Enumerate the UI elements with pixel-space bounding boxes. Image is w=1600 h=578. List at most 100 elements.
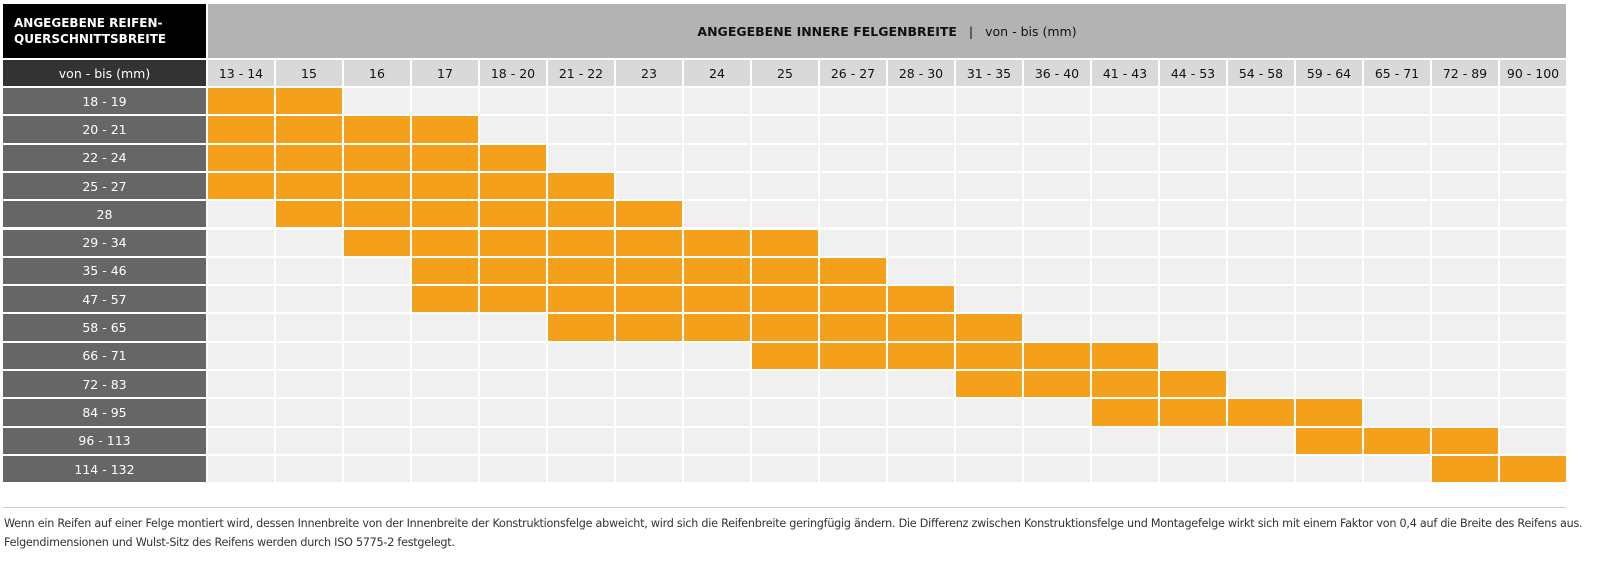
empty-cell — [1024, 399, 1090, 426]
empty-cell — [1228, 371, 1294, 398]
empty-cell — [684, 399, 750, 426]
fit-cell — [616, 286, 682, 313]
column-label: 21 - 22 — [548, 60, 614, 86]
column-label: 59 - 64 — [1296, 60, 1362, 86]
empty-cell — [1296, 201, 1362, 228]
empty-cell — [1364, 342, 1430, 369]
column-label: 23 — [616, 60, 682, 86]
empty-cell — [616, 342, 682, 369]
column-title: ANGEGEBENE INNERE FELGENBREITE — [697, 23, 957, 39]
column-label: 24 — [684, 60, 750, 86]
empty-cell — [208, 314, 274, 341]
empty-cell — [888, 371, 954, 398]
column-label: 31 - 35 — [956, 60, 1022, 86]
row-label: 66 - 71 — [3, 342, 206, 369]
empty-cell — [208, 399, 274, 426]
empty-cell — [208, 201, 274, 228]
fit-cell — [480, 286, 546, 313]
empty-cell — [1228, 144, 1294, 171]
empty-cell — [616, 427, 682, 454]
empty-cell — [1228, 201, 1294, 228]
empty-cell — [548, 342, 614, 369]
fit-cell — [820, 257, 886, 285]
empty-cell — [1228, 88, 1294, 115]
empty-cell — [956, 144, 1022, 171]
row-label: 47 - 57 — [3, 286, 206, 313]
empty-cell — [208, 257, 274, 285]
empty-cell — [1500, 229, 1566, 256]
empty-cell — [1092, 257, 1158, 285]
empty-cell — [616, 172, 682, 200]
fit-cell — [276, 116, 342, 143]
empty-cell — [1500, 172, 1566, 200]
empty-cell — [1432, 229, 1498, 256]
column-label: 44 - 53 — [1160, 60, 1226, 86]
footnote-line: Wenn ein Reifen auf einer Felge montiert… — [4, 517, 1583, 530]
fit-cell — [344, 201, 410, 228]
empty-cell — [684, 88, 750, 115]
empty-cell — [412, 399, 478, 426]
fit-cell — [548, 314, 614, 341]
corner-unit: von - bis (mm) — [3, 60, 206, 86]
empty-cell — [1160, 116, 1226, 143]
column-label: 41 - 43 — [1092, 60, 1158, 86]
fit-cell — [956, 342, 1022, 369]
empty-cell — [1228, 286, 1294, 313]
empty-cell — [276, 371, 342, 398]
empty-cell — [1296, 172, 1362, 200]
row-label: 84 - 95 — [3, 399, 206, 426]
empty-cell — [412, 314, 478, 341]
fit-cell — [684, 229, 750, 256]
empty-cell — [1092, 286, 1158, 313]
column-label: 54 - 58 — [1228, 60, 1294, 86]
empty-cell — [548, 144, 614, 171]
empty-cell — [1364, 172, 1430, 200]
fit-cell — [1160, 399, 1226, 426]
fit-cell — [1092, 371, 1158, 398]
fit-cell — [888, 314, 954, 341]
empty-cell — [1160, 88, 1226, 115]
empty-cell — [1160, 144, 1226, 171]
fit-cell — [412, 172, 478, 200]
fit-cell — [276, 88, 342, 115]
empty-cell — [1364, 371, 1430, 398]
fit-cell — [276, 144, 342, 171]
empty-cell — [1500, 399, 1566, 426]
empty-cell — [956, 172, 1022, 200]
empty-cell — [344, 371, 410, 398]
fit-cell — [276, 201, 342, 228]
empty-cell — [1500, 144, 1566, 171]
empty-cell — [1364, 201, 1430, 228]
row-label: 35 - 46 — [3, 257, 206, 285]
fit-cell — [684, 257, 750, 285]
fit-cell — [412, 286, 478, 313]
fit-cell — [344, 172, 410, 200]
empty-cell — [1024, 286, 1090, 313]
empty-cell — [1160, 172, 1226, 200]
fit-cell — [956, 314, 1022, 341]
empty-cell — [208, 455, 274, 483]
empty-cell — [1228, 257, 1294, 285]
fit-cell — [616, 314, 682, 341]
fit-cell — [820, 314, 886, 341]
column-label: 13 - 14 — [208, 60, 274, 86]
fit-cell — [1296, 399, 1362, 426]
empty-cell — [888, 455, 954, 483]
empty-cell — [820, 144, 886, 171]
empty-cell — [1024, 172, 1090, 200]
fit-cell — [1024, 342, 1090, 369]
empty-cell — [1160, 455, 1226, 483]
empty-cell — [1500, 342, 1566, 369]
empty-cell — [1500, 427, 1566, 454]
empty-cell — [1432, 172, 1498, 200]
row-label: 25 - 27 — [3, 172, 206, 200]
empty-cell — [1160, 314, 1226, 341]
empty-cell — [1364, 116, 1430, 143]
empty-cell — [820, 229, 886, 256]
empty-cell — [548, 88, 614, 115]
empty-cell — [820, 116, 886, 143]
fit-cell — [1160, 371, 1226, 398]
empty-cell — [276, 342, 342, 369]
empty-cell — [1364, 286, 1430, 313]
empty-cell — [1228, 116, 1294, 143]
